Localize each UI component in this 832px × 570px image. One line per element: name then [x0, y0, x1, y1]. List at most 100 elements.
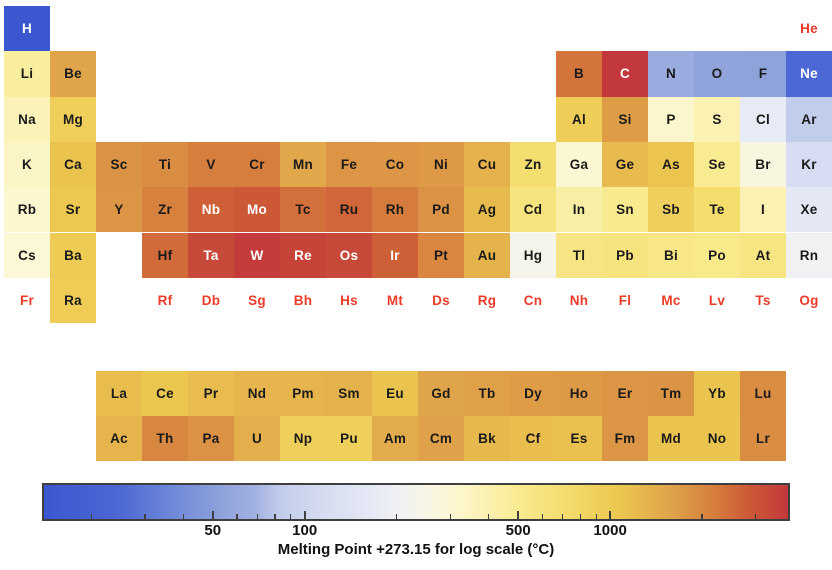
- element-cell-I: I: [740, 187, 786, 233]
- element-cell-Si: Si: [602, 96, 648, 142]
- element-cell-Cl: Cl: [740, 96, 786, 142]
- element-cell-Pb: Pb: [602, 232, 648, 278]
- element-cell-Br: Br: [740, 141, 786, 188]
- colorbar-axis-label: Melting Point +273.15 for log scale (°C): [277, 541, 555, 558]
- element-cell-Rb: Rb: [4, 187, 50, 233]
- element-cell-Rn: Rn: [786, 232, 832, 278]
- element-cell-S: S: [694, 96, 740, 142]
- element-cell-C: C: [602, 51, 648, 97]
- element-cell-Co: Co: [372, 141, 418, 188]
- element-cell-Nd: Nd: [234, 371, 280, 416]
- element-cell-He: He: [800, 21, 818, 37]
- element-cell-U: U: [234, 416, 280, 461]
- element-cell-Ni: Ni: [418, 141, 464, 188]
- element-cell-N: N: [648, 51, 694, 97]
- element-cell-Ho: Ho: [556, 371, 602, 416]
- element-cell-Sn: Sn: [602, 187, 648, 233]
- element-cell-Fm: Fm: [602, 416, 648, 461]
- element-cell-Pd: Pd: [418, 187, 464, 233]
- element-cell-Fl: Fl: [618, 292, 632, 308]
- element-cell-Nb: Nb: [188, 187, 234, 233]
- colorbar-minor-tick: [90, 514, 92, 519]
- element-cell-Tl: Tl: [556, 232, 602, 278]
- element-cell-Dy: Dy: [510, 371, 556, 416]
- element-cell-Hg: Hg: [510, 232, 556, 278]
- element-cell-V: V: [188, 141, 234, 188]
- element-cell-Mt: Mt: [386, 292, 404, 308]
- element-cell-W: W: [234, 232, 280, 278]
- element-cell-Cr: Cr: [234, 141, 280, 188]
- element-cell-Ge: Ge: [602, 141, 648, 188]
- element-cell-Pm: Pm: [280, 371, 326, 416]
- element-cell-Te: Te: [694, 187, 740, 233]
- colorbar-tick-labels: 50 100 500 1000: [42, 522, 790, 540]
- element-cell-Ce: Ce: [142, 371, 188, 416]
- element-cell-Po: Po: [694, 232, 740, 278]
- element-cell-B: B: [556, 51, 602, 97]
- element-cell-Rg: Rg: [477, 292, 497, 308]
- element-cell-Cm: Cm: [418, 416, 464, 461]
- element-cell-Sb: Sb: [648, 187, 694, 233]
- colorbar-tick-label: 500: [505, 522, 531, 539]
- colorbar-minor-tick: [579, 514, 582, 519]
- element-cell-Be: Be: [50, 51, 96, 97]
- element-cell-Ca: Ca: [50, 141, 96, 188]
- element-cell-Bh: Bh: [293, 292, 313, 308]
- element-cell-La: La: [96, 371, 142, 416]
- element-cell-Th: Th: [142, 416, 188, 461]
- element-cell-No: No: [694, 416, 740, 461]
- element-cell-Fe: Fe: [326, 141, 372, 188]
- element-cell-Zr: Zr: [142, 187, 188, 233]
- element-cell-Hf: Hf: [142, 232, 188, 278]
- colorbar-tick-label: 1000: [593, 522, 627, 539]
- colorbar-gradient-bar: [42, 483, 790, 521]
- colorbar-tick-label: 50: [204, 522, 222, 539]
- element-cell-H: H: [4, 6, 50, 52]
- element-cell-Bi: Bi: [648, 232, 694, 278]
- colorbar-minor-tick: [562, 514, 564, 519]
- colorbar-minor-tick: [595, 514, 597, 519]
- element-cell-Ru: Ru: [326, 187, 372, 233]
- element-cell-Lr: Lr: [740, 416, 786, 461]
- element-cell-Kr: Kr: [786, 141, 832, 188]
- element-cell-Xe: Xe: [786, 187, 832, 233]
- colorbar-minor-tick: [256, 514, 258, 519]
- colorbar-major-tick: [303, 511, 306, 519]
- element-cell-Os: Os: [326, 232, 372, 278]
- colorbar-tick-label: 100: [292, 522, 318, 539]
- element-cell-As: As: [648, 141, 694, 188]
- element-cell-Yb: Yb: [694, 371, 740, 416]
- element-cell-Ti: Ti: [142, 141, 188, 188]
- element-cell-Sc: Sc: [96, 141, 142, 188]
- colorbar-minor-tick: [236, 514, 238, 519]
- element-cell-Se: Se: [694, 141, 740, 188]
- element-cell-Rh: Rh: [372, 187, 418, 233]
- element-cell-Pu: Pu: [326, 416, 372, 461]
- element-cell-P: P: [648, 96, 694, 142]
- element-cell-Au: Au: [464, 232, 510, 278]
- element-cell-Sg: Sg: [248, 292, 266, 308]
- element-cell-Tc: Tc: [280, 187, 326, 233]
- colorbar-minor-tick: [755, 514, 757, 519]
- element-cell-Cn: Cn: [523, 292, 543, 308]
- element-cell-Ta: Ta: [188, 232, 234, 278]
- element-cell-Nh: Nh: [569, 292, 589, 308]
- element-cell-Re: Re: [280, 232, 326, 278]
- element-cell-Ds: Ds: [432, 292, 450, 308]
- element-cell-Ra: Ra: [50, 277, 96, 324]
- colorbar-minor-tick: [182, 514, 184, 519]
- element-cell-Tm: Tm: [648, 371, 694, 416]
- element-cell-At: At: [740, 232, 786, 278]
- element-cell-Lu: Lu: [740, 371, 786, 416]
- element-cell-O: O: [694, 51, 740, 97]
- element-cell-Md: Md: [648, 416, 694, 461]
- element-cell-Sr: Sr: [50, 187, 96, 233]
- colorbar-minor-tick: [701, 514, 703, 519]
- element-cell-Cf: Cf: [510, 416, 556, 461]
- element-cell-Ac: Ac: [96, 416, 142, 461]
- colorbar-major-tick: [211, 511, 214, 519]
- element-cell-Pr: Pr: [188, 371, 234, 416]
- element-cell-K: K: [4, 141, 50, 188]
- colorbar-minor-tick: [144, 514, 146, 519]
